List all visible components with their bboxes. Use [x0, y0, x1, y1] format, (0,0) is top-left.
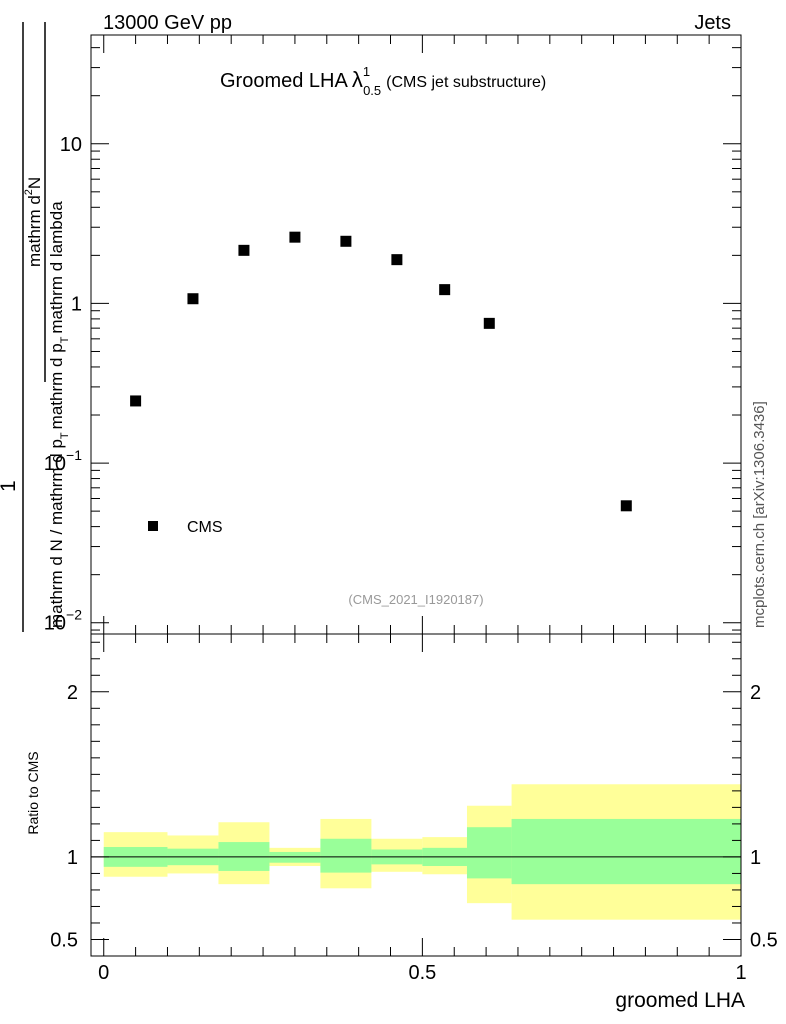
- cms-data-point: [391, 254, 403, 266]
- ratio-stat-band: [320, 838, 372, 873]
- process-label: Jets: [694, 12, 731, 34]
- ratio-y-tick-label-left: 0.5: [50, 929, 78, 951]
- main-frame: [90, 34, 742, 635]
- ylabel-numerator-one: 1: [0, 480, 20, 492]
- x-tick-labels: 0 0.5 1: [98, 962, 746, 984]
- energy-label: 13000 GeV pp: [103, 12, 232, 34]
- cms-data-point: [620, 500, 632, 512]
- main-panel: 10−2 10−1 1 10 Groomed LHA λ1 0.5 (CMS jet sub…: [0, 22, 742, 635]
- ratio-stat-band: [511, 818, 741, 885]
- main-y-tick-label: 1: [71, 293, 82, 315]
- cms-data-point: [483, 317, 495, 329]
- ratio-y-tick-label-right: 2: [750, 682, 761, 704]
- ratio-ticks: [91, 634, 742, 956]
- x-tick-label: 1: [735, 962, 746, 984]
- analysis-id: (CMS_2021_I1920187): [348, 592, 483, 607]
- legend-marker-cms: [148, 521, 158, 531]
- ratio-uncertainty-bands: [103, 784, 741, 920]
- ratio-y-tick-label-right: 1: [750, 847, 761, 869]
- x-axis-label: groomed LHA: [615, 989, 745, 1012]
- ratio-y-axis-label: Ratio to CMS: [25, 751, 41, 834]
- main-y-tick-labels: 10−2 10−1 1 10: [44, 134, 82, 635]
- ratio-y-tick-label-left: 1: [67, 847, 78, 869]
- ratio-y-tick-label-left: 2: [67, 682, 78, 704]
- ratio-y-tick-labels: 0.5 0.5 1 1 2 2: [50, 682, 778, 952]
- cms-data-point: [187, 293, 199, 305]
- ylabel-denominator: mathrm d N / mathrm d pTmathrm d pTmathr…: [47, 201, 71, 628]
- plot-title: Groomed LHA λ1 0.5 (CMS jet substructure): [220, 64, 546, 98]
- mcplots-credit: mcplots.cern.ch [arXiv:1306.3436]: [751, 401, 768, 628]
- legend-label-cms: CMS: [187, 519, 223, 536]
- ratio-panel: 0.5 0.51 12 2 0 0.5 1 Ratio to CMS groomed LH…: [25, 633, 778, 1012]
- main-y-tick-label: 10−2: [44, 607, 82, 635]
- main-y-axis-label: 1 mathrm d2N mathrm d N / mathrm d pTmat…: [0, 22, 71, 632]
- ratio-frame: [90, 633, 742, 957]
- main-data-points: [130, 231, 632, 512]
- main-y-tick-label: 10: [60, 134, 82, 156]
- x-tick-label: 0.5: [408, 962, 436, 984]
- ratio-stat-band: [466, 827, 512, 879]
- cms-data-point: [340, 235, 352, 247]
- ylabel-numerator: mathrm d2N: [23, 177, 44, 267]
- cms-data-point: [238, 244, 250, 256]
- ratio-y-tick-label-right: 0.5: [750, 929, 778, 951]
- cms-data-point: [439, 284, 451, 296]
- cms-data-point: [130, 395, 142, 407]
- main-y-tick-label: 10−1: [44, 447, 82, 475]
- cms-data-point: [289, 231, 301, 243]
- x-tick-label: 0: [98, 962, 109, 984]
- main-ticks: [91, 35, 742, 634]
